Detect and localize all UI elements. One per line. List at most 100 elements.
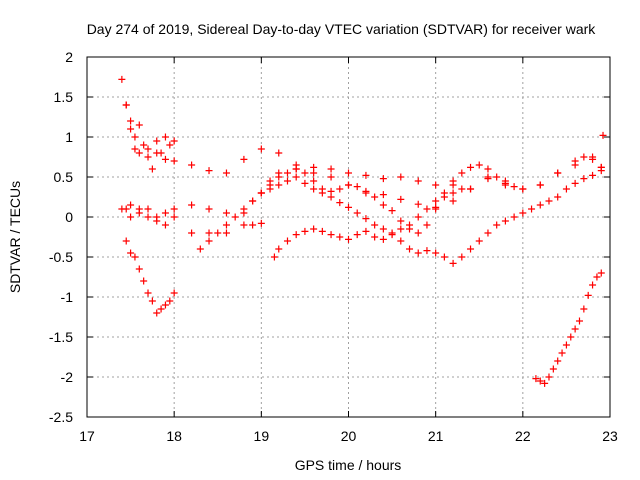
y-tick-label: 1.5 bbox=[54, 89, 74, 105]
data-point bbox=[292, 173, 300, 181]
x-axis-label: GPS time / hours bbox=[295, 457, 402, 473]
data-point bbox=[283, 169, 291, 177]
data-point bbox=[214, 229, 222, 237]
x-tick-label: 19 bbox=[254, 428, 270, 444]
data-points bbox=[118, 75, 607, 387]
data-point bbox=[196, 245, 204, 253]
data-point bbox=[318, 185, 326, 193]
data-point bbox=[589, 153, 597, 161]
x-tick-label: 23 bbox=[602, 428, 618, 444]
data-point bbox=[484, 229, 492, 237]
data-point bbox=[205, 237, 213, 245]
data-point bbox=[301, 227, 309, 235]
data-point bbox=[536, 201, 544, 209]
data-point bbox=[475, 161, 483, 169]
data-point bbox=[170, 205, 178, 213]
y-tick-label: 0 bbox=[65, 209, 73, 225]
data-point bbox=[292, 231, 300, 239]
data-point bbox=[153, 137, 161, 145]
data-point bbox=[379, 201, 387, 209]
data-point bbox=[188, 201, 196, 209]
data-point bbox=[327, 165, 335, 173]
data-point bbox=[140, 277, 148, 285]
data-point bbox=[336, 199, 344, 207]
data-point bbox=[423, 247, 431, 255]
data-point bbox=[519, 209, 527, 217]
data-point bbox=[449, 197, 457, 205]
data-point bbox=[205, 167, 213, 175]
y-tick-label: 0.5 bbox=[54, 169, 74, 185]
series-satellite-track-8 bbox=[270, 167, 605, 267]
data-point bbox=[205, 205, 213, 213]
data-point bbox=[440, 253, 448, 261]
data-point bbox=[144, 213, 152, 221]
data-point bbox=[127, 249, 135, 257]
data-point bbox=[144, 205, 152, 213]
data-point bbox=[567, 333, 575, 341]
data-point bbox=[554, 357, 562, 365]
data-point bbox=[257, 145, 265, 153]
data-point bbox=[406, 221, 414, 229]
data-point bbox=[222, 209, 230, 217]
y-tick-label: -1 bbox=[61, 289, 74, 305]
data-point bbox=[593, 273, 601, 281]
data-point bbox=[222, 221, 230, 229]
data-point bbox=[589, 281, 597, 289]
data-point bbox=[118, 75, 126, 83]
data-point bbox=[266, 181, 274, 189]
data-point bbox=[584, 291, 592, 299]
data-point bbox=[170, 213, 178, 221]
y-tick-label: 1 bbox=[65, 129, 73, 145]
data-point bbox=[545, 197, 553, 205]
data-point bbox=[122, 237, 130, 245]
data-point bbox=[157, 305, 165, 313]
series-satellite-track-9 bbox=[532, 269, 605, 387]
data-point bbox=[170, 137, 178, 145]
data-point bbox=[153, 217, 161, 225]
data-point bbox=[140, 141, 148, 149]
data-point bbox=[575, 317, 583, 325]
data-point bbox=[484, 165, 492, 173]
data-point bbox=[536, 181, 544, 189]
data-point bbox=[458, 185, 466, 193]
data-point bbox=[135, 121, 143, 129]
grid-lines bbox=[87, 57, 610, 417]
data-point bbox=[222, 229, 230, 237]
data-point bbox=[379, 191, 387, 199]
data-point bbox=[580, 175, 588, 183]
data-point bbox=[240, 155, 248, 163]
data-point bbox=[371, 233, 379, 241]
series-satellite-track-2 bbox=[122, 101, 605, 211]
data-point bbox=[414, 177, 422, 185]
data-point bbox=[345, 203, 352, 211]
data-point bbox=[571, 179, 579, 187]
data-point bbox=[231, 213, 239, 221]
y-tick-label: 2 bbox=[65, 49, 73, 65]
data-point bbox=[414, 213, 422, 221]
data-point bbox=[131, 133, 139, 141]
data-point bbox=[127, 125, 135, 133]
data-point bbox=[580, 153, 588, 161]
data-point bbox=[388, 207, 396, 215]
data-point bbox=[589, 171, 597, 179]
data-point bbox=[148, 297, 156, 305]
data-point bbox=[580, 305, 588, 313]
data-point bbox=[558, 349, 566, 357]
data-point bbox=[127, 201, 135, 209]
data-point bbox=[257, 219, 265, 227]
data-point bbox=[510, 183, 518, 191]
data-point bbox=[353, 231, 361, 239]
data-point bbox=[536, 377, 544, 385]
data-point bbox=[122, 205, 130, 213]
y-tick-label: -2 bbox=[61, 369, 74, 385]
data-point bbox=[275, 149, 283, 157]
data-point bbox=[240, 221, 248, 229]
series-satellite-track-4 bbox=[122, 201, 265, 229]
y-tick-labels: -2.5 -2 -1.5 -1 -0.5 0 0.5 1 1.5 2 bbox=[49, 49, 73, 425]
data-point bbox=[336, 233, 344, 241]
data-point bbox=[327, 193, 335, 201]
data-point bbox=[327, 173, 335, 181]
data-point bbox=[423, 205, 431, 213]
data-point bbox=[406, 245, 414, 253]
